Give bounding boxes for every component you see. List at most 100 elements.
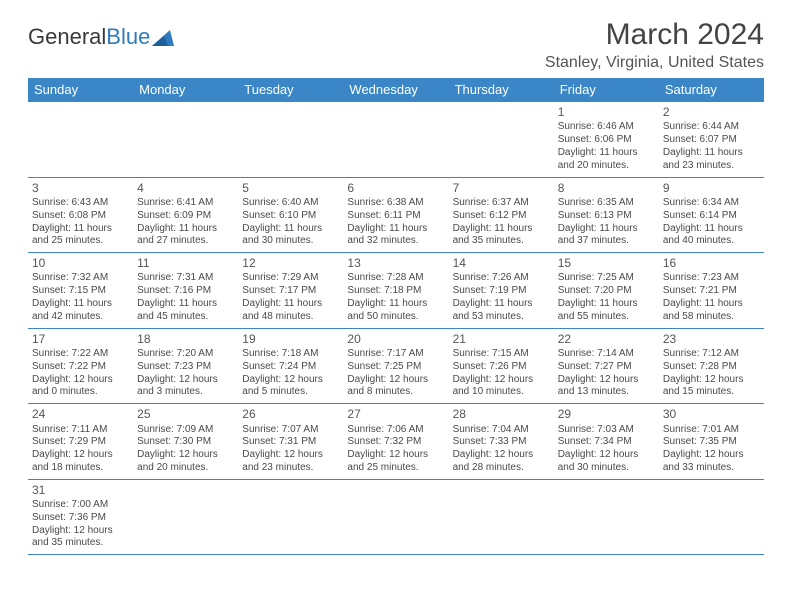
sunrise-text: Sunrise: 7:11 AM xyxy=(32,424,129,437)
sunset-text: Sunset: 7:25 PM xyxy=(347,361,444,374)
sunset-text: Sunset: 7:18 PM xyxy=(347,285,444,298)
sunset-text: Sunset: 7:36 PM xyxy=(32,512,129,525)
calendar-empty-cell xyxy=(449,479,554,555)
day-text: Daylight: 11 hours and 30 minutes. xyxy=(242,223,339,249)
day-text: Daylight: 12 hours and 10 minutes. xyxy=(453,374,550,400)
day-number: 26 xyxy=(242,407,339,422)
calendar-day-cell: 10Sunrise: 7:32 AMSunset: 7:15 PMDayligh… xyxy=(28,253,133,329)
day-text: Daylight: 11 hours and 35 minutes. xyxy=(453,223,550,249)
calendar-empty-cell xyxy=(554,479,659,555)
day-number: 3 xyxy=(32,181,129,196)
calendar-table: SundayMondayTuesdayWednesdayThursdayFrid… xyxy=(28,78,764,555)
day-number: 30 xyxy=(663,407,760,422)
sunset-text: Sunset: 7:35 PM xyxy=(663,436,760,449)
day-number: 16 xyxy=(663,256,760,271)
sunset-text: Sunset: 7:27 PM xyxy=(558,361,655,374)
day-number: 24 xyxy=(32,407,129,422)
calendar-empty-cell xyxy=(133,479,238,555)
sunrise-text: Sunrise: 7:06 AM xyxy=(347,424,444,437)
calendar-empty-cell xyxy=(659,479,764,555)
calendar-empty-cell xyxy=(238,479,343,555)
calendar-empty-cell xyxy=(28,102,133,178)
logo-text-blue: Blue xyxy=(106,24,150,50)
sunrise-text: Sunrise: 7:07 AM xyxy=(242,424,339,437)
sunrise-text: Sunrise: 7:15 AM xyxy=(453,348,550,361)
day-number: 22 xyxy=(558,332,655,347)
day-text: Daylight: 12 hours and 25 minutes. xyxy=(347,449,444,475)
day-number: 11 xyxy=(137,256,234,271)
day-number: 23 xyxy=(663,332,760,347)
day-text: Daylight: 11 hours and 55 minutes. xyxy=(558,298,655,324)
day-number: 10 xyxy=(32,256,129,271)
day-text: Daylight: 12 hours and 28 minutes. xyxy=(453,449,550,475)
sunset-text: Sunset: 7:24 PM xyxy=(242,361,339,374)
day-text: Daylight: 12 hours and 0 minutes. xyxy=(32,374,129,400)
day-text: Daylight: 12 hours and 15 minutes. xyxy=(663,374,760,400)
day-number: 17 xyxy=(32,332,129,347)
sunset-text: Sunset: 6:10 PM xyxy=(242,210,339,223)
calendar-empty-cell xyxy=(343,479,448,555)
weekday-header: Friday xyxy=(554,78,659,102)
calendar-day-cell: 30 Sunrise: 7:01 AMSunset: 7:35 PMDayligh… xyxy=(659,404,764,480)
calendar-day-cell: 25Sunrise: 7:09 AMSunset: 7:30 PMDayligh… xyxy=(133,404,238,480)
sunset-text: Sunset: 6:14 PM xyxy=(663,210,760,223)
sunrise-text: Sunrise: 6:35 AM xyxy=(558,197,655,210)
day-text: Daylight: 12 hours and 33 minutes. xyxy=(663,449,760,475)
sunset-text: Sunset: 7:31 PM xyxy=(242,436,339,449)
day-text: Daylight: 11 hours and 45 minutes. xyxy=(137,298,234,324)
calendar-day-cell: 20Sunrise: 7:17 AMSunset: 7:25 PMDayligh… xyxy=(343,328,448,404)
logo-sail-icon xyxy=(152,28,176,46)
sunrise-text: Sunrise: 7:00 AM xyxy=(32,499,129,512)
sunset-text: Sunset: 7:16 PM xyxy=(137,285,234,298)
sunrise-text: Sunrise: 7:03 AM xyxy=(558,424,655,437)
day-number: 12 xyxy=(242,256,339,271)
calendar-day-cell: 28Sunrise: 7:04 AMSunset: 7:33 PMDayligh… xyxy=(449,404,554,480)
day-text: Daylight: 12 hours and 35 minutes. xyxy=(32,525,129,551)
calendar-day-cell: 18Sunrise: 7:20 AMSunset: 7:23 PMDayligh… xyxy=(133,328,238,404)
calendar-day-cell: 14Sunrise: 7:26 AMSunset: 7:19 PMDayligh… xyxy=(449,253,554,329)
sunset-text: Sunset: 7:30 PM xyxy=(137,436,234,449)
sunrise-text: Sunrise: 6:46 AM xyxy=(558,121,655,134)
day-text: Daylight: 12 hours and 3 minutes. xyxy=(137,374,234,400)
sunrise-text: Sunrise: 7:12 AM xyxy=(663,348,760,361)
calendar-day-cell: 1Sunrise: 6:46 AMSunset: 6:06 PMDaylight… xyxy=(554,102,659,178)
calendar-day-cell: 4Sunrise: 6:41 AMSunset: 6:09 PMDaylight… xyxy=(133,177,238,253)
day-text: Daylight: 12 hours and 13 minutes. xyxy=(558,374,655,400)
day-number: 2 xyxy=(663,105,760,120)
day-text: Daylight: 11 hours and 58 minutes. xyxy=(663,298,760,324)
day-text: Daylight: 11 hours and 48 minutes. xyxy=(242,298,339,324)
day-text: Daylight: 12 hours and 8 minutes. xyxy=(347,374,444,400)
sunrise-text: Sunrise: 7:01 AM xyxy=(663,424,760,437)
day-text: Daylight: 11 hours and 23 minutes. xyxy=(663,147,760,173)
day-number: 21 xyxy=(453,332,550,347)
day-number: 25 xyxy=(137,407,234,422)
sunrise-text: Sunrise: 7:26 AM xyxy=(453,272,550,285)
weekday-header: Sunday xyxy=(28,78,133,102)
sunset-text: Sunset: 7:19 PM xyxy=(453,285,550,298)
day-text: Daylight: 11 hours and 42 minutes. xyxy=(32,298,129,324)
sunrise-text: Sunrise: 7:20 AM xyxy=(137,348,234,361)
calendar-page: GeneralBlue March 2024 Stanley, Virginia… xyxy=(0,0,792,573)
calendar-week-row: 1Sunrise: 6:46 AMSunset: 6:06 PMDaylight… xyxy=(28,102,764,178)
sunrise-text: Sunrise: 7:31 AM xyxy=(137,272,234,285)
day-number: 18 xyxy=(137,332,234,347)
weekday-header: Monday xyxy=(133,78,238,102)
sunrise-text: Sunrise: 7:29 AM xyxy=(242,272,339,285)
weekday-header-row: SundayMondayTuesdayWednesdayThursdayFrid… xyxy=(28,78,764,102)
sunset-text: Sunset: 6:07 PM xyxy=(663,134,760,147)
header: GeneralBlue March 2024 Stanley, Virginia… xyxy=(28,18,764,72)
sunrise-text: Sunrise: 7:23 AM xyxy=(663,272,760,285)
logo: GeneralBlue xyxy=(28,18,176,50)
day-text: Daylight: 11 hours and 40 minutes. xyxy=(663,223,760,249)
calendar-day-cell: 9Sunrise: 6:34 AMSunset: 6:14 PMDaylight… xyxy=(659,177,764,253)
day-text: Daylight: 12 hours and 5 minutes. xyxy=(242,374,339,400)
day-text: Daylight: 11 hours and 25 minutes. xyxy=(32,223,129,249)
sunset-text: Sunset: 7:21 PM xyxy=(663,285,760,298)
calendar-week-row: 17Sunrise: 7:22 AMSunset: 7:22 PMDayligh… xyxy=(28,328,764,404)
day-text: Daylight: 12 hours and 23 minutes. xyxy=(242,449,339,475)
calendar-empty-cell xyxy=(449,102,554,178)
calendar-day-cell: 5Sunrise: 6:40 AMSunset: 6:10 PMDaylight… xyxy=(238,177,343,253)
sunrise-text: Sunrise: 6:34 AM xyxy=(663,197,760,210)
calendar-day-cell: 13Sunrise: 7:28 AMSunset: 7:18 PMDayligh… xyxy=(343,253,448,329)
day-number: 9 xyxy=(663,181,760,196)
